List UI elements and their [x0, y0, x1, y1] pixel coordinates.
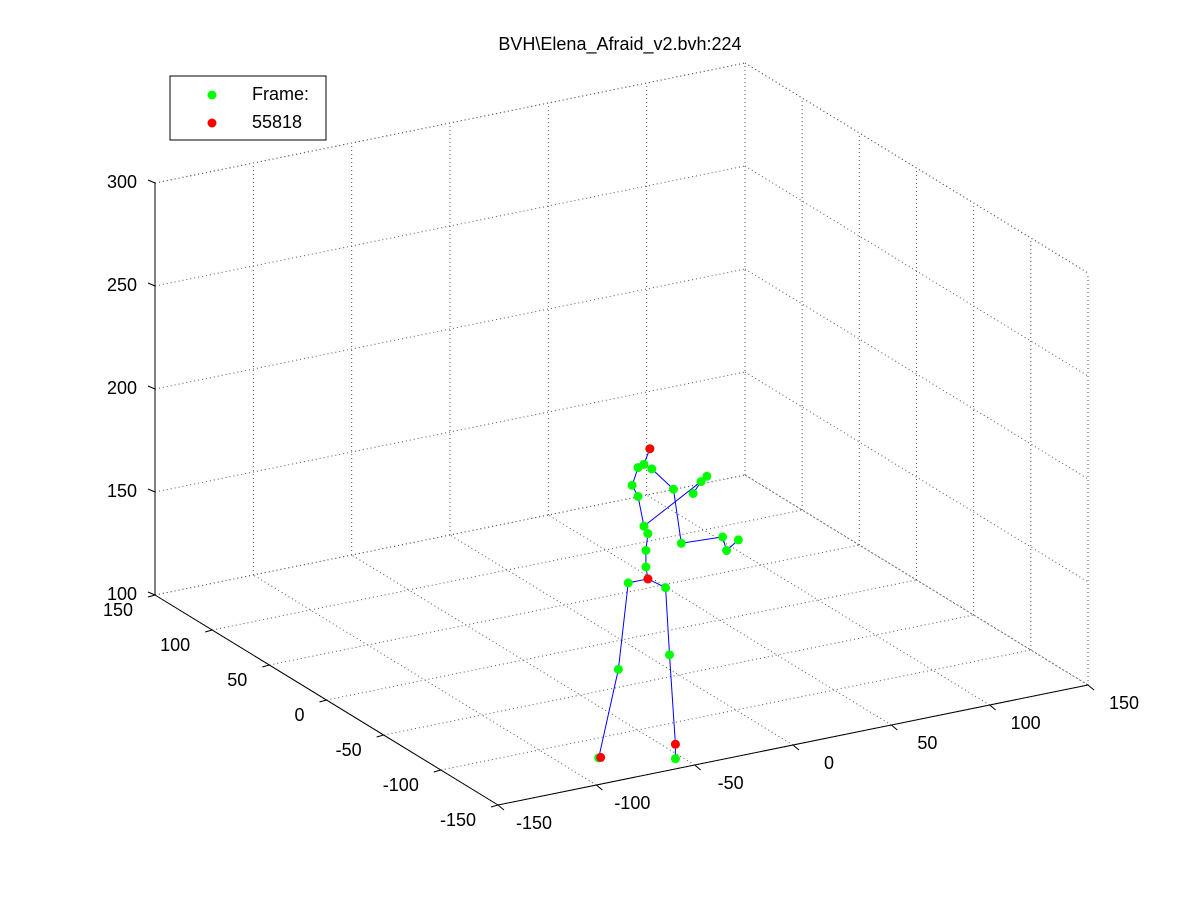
joint-marker — [661, 583, 671, 593]
joint-marker — [645, 444, 655, 454]
joint-marker — [633, 491, 643, 501]
y-tick-mark — [433, 769, 441, 773]
y-axis — [154, 594, 499, 806]
joint-marker — [668, 484, 678, 494]
z-tick-label: 250 — [107, 275, 137, 295]
bone — [617, 582, 629, 670]
grid-line — [440, 649, 1031, 771]
joint-marker — [633, 463, 643, 473]
bone — [643, 481, 702, 527]
x-tick-mark — [891, 724, 898, 731]
y-tick-label: 50 — [227, 670, 247, 690]
joint-marker — [733, 535, 743, 545]
grid-line — [154, 371, 746, 493]
x-tick-label: -100 — [614, 793, 650, 813]
plot-area — [594, 444, 743, 764]
y-tick-mark — [319, 699, 327, 703]
z-tick-mark — [147, 488, 156, 493]
chart-title: BVH\Elena_Afraid_v2.bvh:224 — [498, 34, 741, 55]
grid-line — [383, 614, 974, 736]
z-tick-label: 100 — [107, 584, 137, 604]
x-tick-mark — [1087, 684, 1095, 691]
x-tick-label: -50 — [718, 773, 744, 793]
joint-marker — [670, 739, 680, 749]
legend-box — [169, 75, 327, 141]
joint-marker — [665, 650, 675, 660]
x-tick-mark — [497, 804, 505, 811]
grid-line — [154, 268, 746, 390]
bone — [637, 496, 645, 527]
joint-marker — [639, 521, 649, 531]
grid-line — [154, 165, 746, 287]
y-tick-label: 0 — [294, 705, 304, 725]
joint-marker — [670, 754, 680, 764]
legend-marker — [207, 90, 217, 100]
bone — [665, 587, 671, 655]
y-tick-label: -100 — [383, 775, 419, 795]
joint-marker — [696, 477, 706, 487]
z-tick-label: 150 — [107, 481, 137, 501]
joint-marker — [613, 664, 623, 674]
bone — [651, 468, 674, 490]
z-tick-mark — [147, 591, 156, 596]
x-tick-label: 50 — [917, 733, 937, 753]
joint-marker — [702, 471, 712, 481]
grid-line — [154, 62, 746, 184]
legend-marker — [207, 118, 217, 128]
legend-label: Frame: — [252, 84, 309, 104]
joint-marker — [623, 578, 633, 588]
joint-marker — [688, 488, 698, 498]
x-tick-mark — [596, 784, 603, 791]
grid-line — [269, 544, 860, 666]
joint-marker — [647, 464, 657, 474]
grid-line — [212, 509, 803, 631]
y-tick-mark — [147, 594, 156, 598]
joint-marker — [596, 752, 606, 762]
y-tick-mark — [262, 664, 270, 668]
y-tick-label: -50 — [336, 740, 362, 760]
y-tick-mark — [490, 804, 499, 808]
x-tick-mark — [694, 764, 701, 771]
x-tick-label: 100 — [1011, 713, 1041, 733]
grid: -150-100-50050100150-150-100-50050100150… — [103, 62, 1139, 833]
x-tick-label: 0 — [824, 753, 834, 773]
y-tick-label: 150 — [103, 600, 133, 620]
joint-marker — [641, 562, 651, 572]
z-tick-label: 200 — [107, 378, 137, 398]
grid-line — [154, 474, 746, 596]
legend: Frame: 55818 — [169, 75, 327, 141]
bone — [681, 536, 723, 544]
joint-marker — [643, 529, 653, 539]
bone — [669, 654, 676, 745]
joint-marker — [676, 538, 686, 548]
z-tick-mark — [147, 385, 156, 390]
legend-label: 55818 — [252, 112, 302, 132]
joint-marker — [627, 480, 637, 490]
joint-marker — [641, 545, 651, 555]
bone — [672, 489, 682, 544]
y-tick-label: -150 — [440, 810, 476, 830]
x-tick-label: -150 — [516, 813, 552, 833]
x-tick-label: 150 — [1109, 693, 1139, 713]
y-tick-mark — [205, 629, 213, 633]
grid-line — [326, 579, 917, 701]
z-tick-label: 300 — [107, 172, 137, 192]
joint-marker — [722, 546, 732, 556]
y-tick-mark — [376, 734, 384, 738]
bone — [598, 669, 619, 758]
joint-marker — [643, 574, 653, 584]
y-tick-label: 100 — [160, 635, 190, 655]
x-tick-mark — [792, 744, 800, 751]
z-tick-mark — [147, 179, 156, 184]
joint-marker — [718, 532, 728, 542]
x-tick-mark — [989, 704, 996, 711]
z-tick-mark — [147, 282, 156, 287]
x-axis — [497, 684, 1089, 806]
